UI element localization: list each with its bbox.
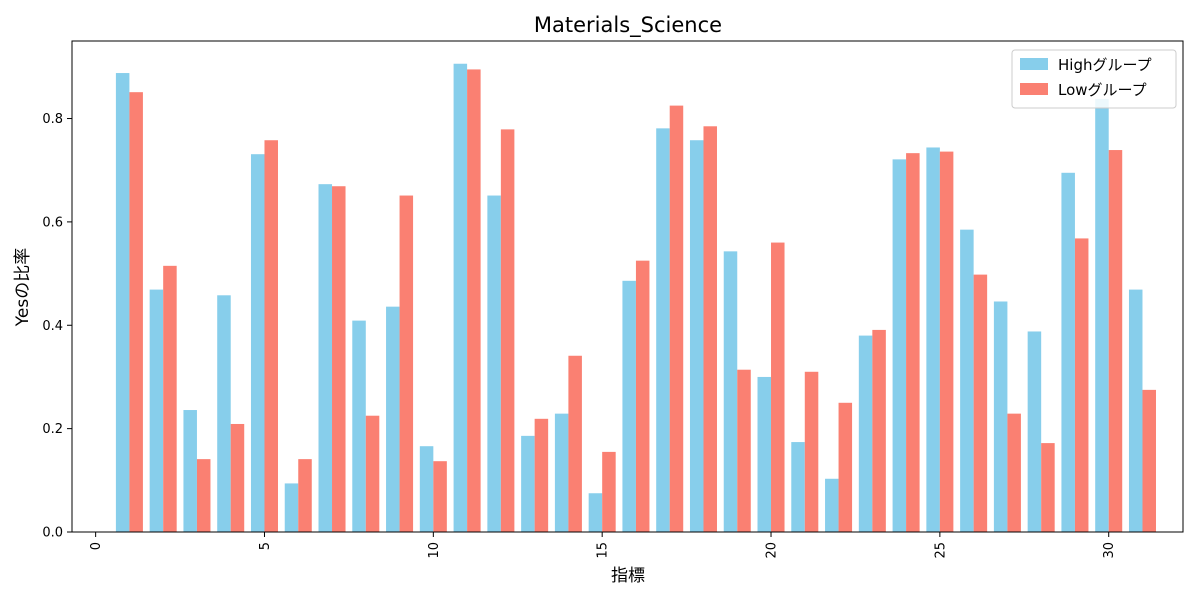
bar-low-6 [298,459,312,532]
bar-low-30 [1108,150,1123,533]
bar-low-20 [771,242,785,532]
bar-low-18 [703,126,717,532]
y-tick-label: 0.4 [42,319,63,334]
bar-high-27 [993,301,1008,532]
bar-low-27 [1007,413,1021,532]
x-axis: 0 5 10 15 20 25 30 [89,532,1117,559]
bar-low-16 [635,260,650,532]
bar-high-26 [960,229,974,532]
bar-high-19 [723,251,738,532]
bar-low-13 [534,418,549,532]
y-tick-label: 0.6 [42,215,63,230]
bar-high-5 [250,154,265,532]
legend-swatch-high [1020,58,1048,70]
bar-low-19 [737,369,751,532]
bar-high-7 [318,184,333,533]
x-tick-label: 20 [765,542,780,559]
bar-high-31 [1128,289,1143,532]
bar-low-22 [838,402,853,532]
bar-high-16 [622,280,636,532]
x-tick-label: 25 [933,542,948,559]
bar-low-14 [568,355,582,532]
bar-high-23 [858,335,873,532]
bar-high-1 [115,73,130,532]
bar-low-7 [332,186,346,533]
bar-low-21 [804,371,819,532]
bar-high-11 [453,63,468,533]
bar-high-20 [757,376,772,532]
bar-high-3 [183,410,197,532]
bar-high-6 [284,483,299,532]
bar-low-31 [1142,389,1156,532]
x-tick-label: 10 [427,542,442,559]
x-tick-label: 30 [1102,542,1117,559]
bar-low-23 [872,329,886,532]
bar-high-2 [149,289,164,532]
bar-high-4 [217,295,231,532]
bar-low-29 [1074,238,1089,532]
bar-high-17 [656,128,670,532]
bar-low-9 [399,195,414,533]
chart-title: Materials_Science [534,13,722,38]
x-tick-label: 5 [258,542,273,550]
bar-low-25 [939,151,954,532]
bar-low-12 [500,129,515,532]
bar-high-9 [386,306,400,532]
legend: Highグループ Lowグループ [1011,49,1177,109]
plot-frame [71,40,1184,533]
bar-high-15 [588,493,603,532]
bar-high-21 [791,442,805,532]
y-tick-label: 0.8 [42,112,63,127]
bar-low-8 [365,415,380,532]
bar-high-12 [487,195,501,533]
bar-high-14 [554,413,569,532]
bar-high-28 [1027,331,1042,532]
bar-low-5 [264,140,278,533]
bar-low-11 [467,69,481,533]
bar-high-10 [419,446,434,532]
bar-low-10 [433,461,447,532]
bar-low-15 [602,451,616,532]
bar-low-24 [906,153,920,532]
bar-low-4 [230,423,245,532]
bar-high-18 [689,140,704,533]
bar-high-8 [352,320,366,532]
bar-high-25 [926,147,940,532]
legend-label-low: Lowグループ [1058,81,1147,99]
bar-low-2 [163,265,177,532]
y-axis-title: Yesの比率 [13,248,33,327]
x-tick-label: 0 [89,542,104,550]
y-axis: 0.0 0.2 0.4 0.6 0.8 [42,112,72,541]
x-tick-label: 15 [596,542,611,559]
bar-high-22 [825,478,839,532]
bar-low-1 [129,92,143,533]
bar-high-30 [1095,98,1109,532]
bars-group [115,63,1156,533]
bar-high-13 [521,435,535,532]
bar-low-26 [973,274,988,532]
y-tick-label: 0.0 [42,526,63,541]
legend-label-high: Highグループ [1058,56,1152,74]
bar-low-28 [1041,443,1055,532]
bar-high-24 [892,159,907,533]
bar-low-3 [196,459,211,532]
y-tick-label: 0.2 [42,422,63,437]
legend-box [1011,49,1177,109]
bar-low-17 [669,105,684,533]
bar-high-29 [1061,172,1075,533]
legend-swatch-low [1020,83,1048,95]
x-axis-title: 指標 [611,566,645,586]
